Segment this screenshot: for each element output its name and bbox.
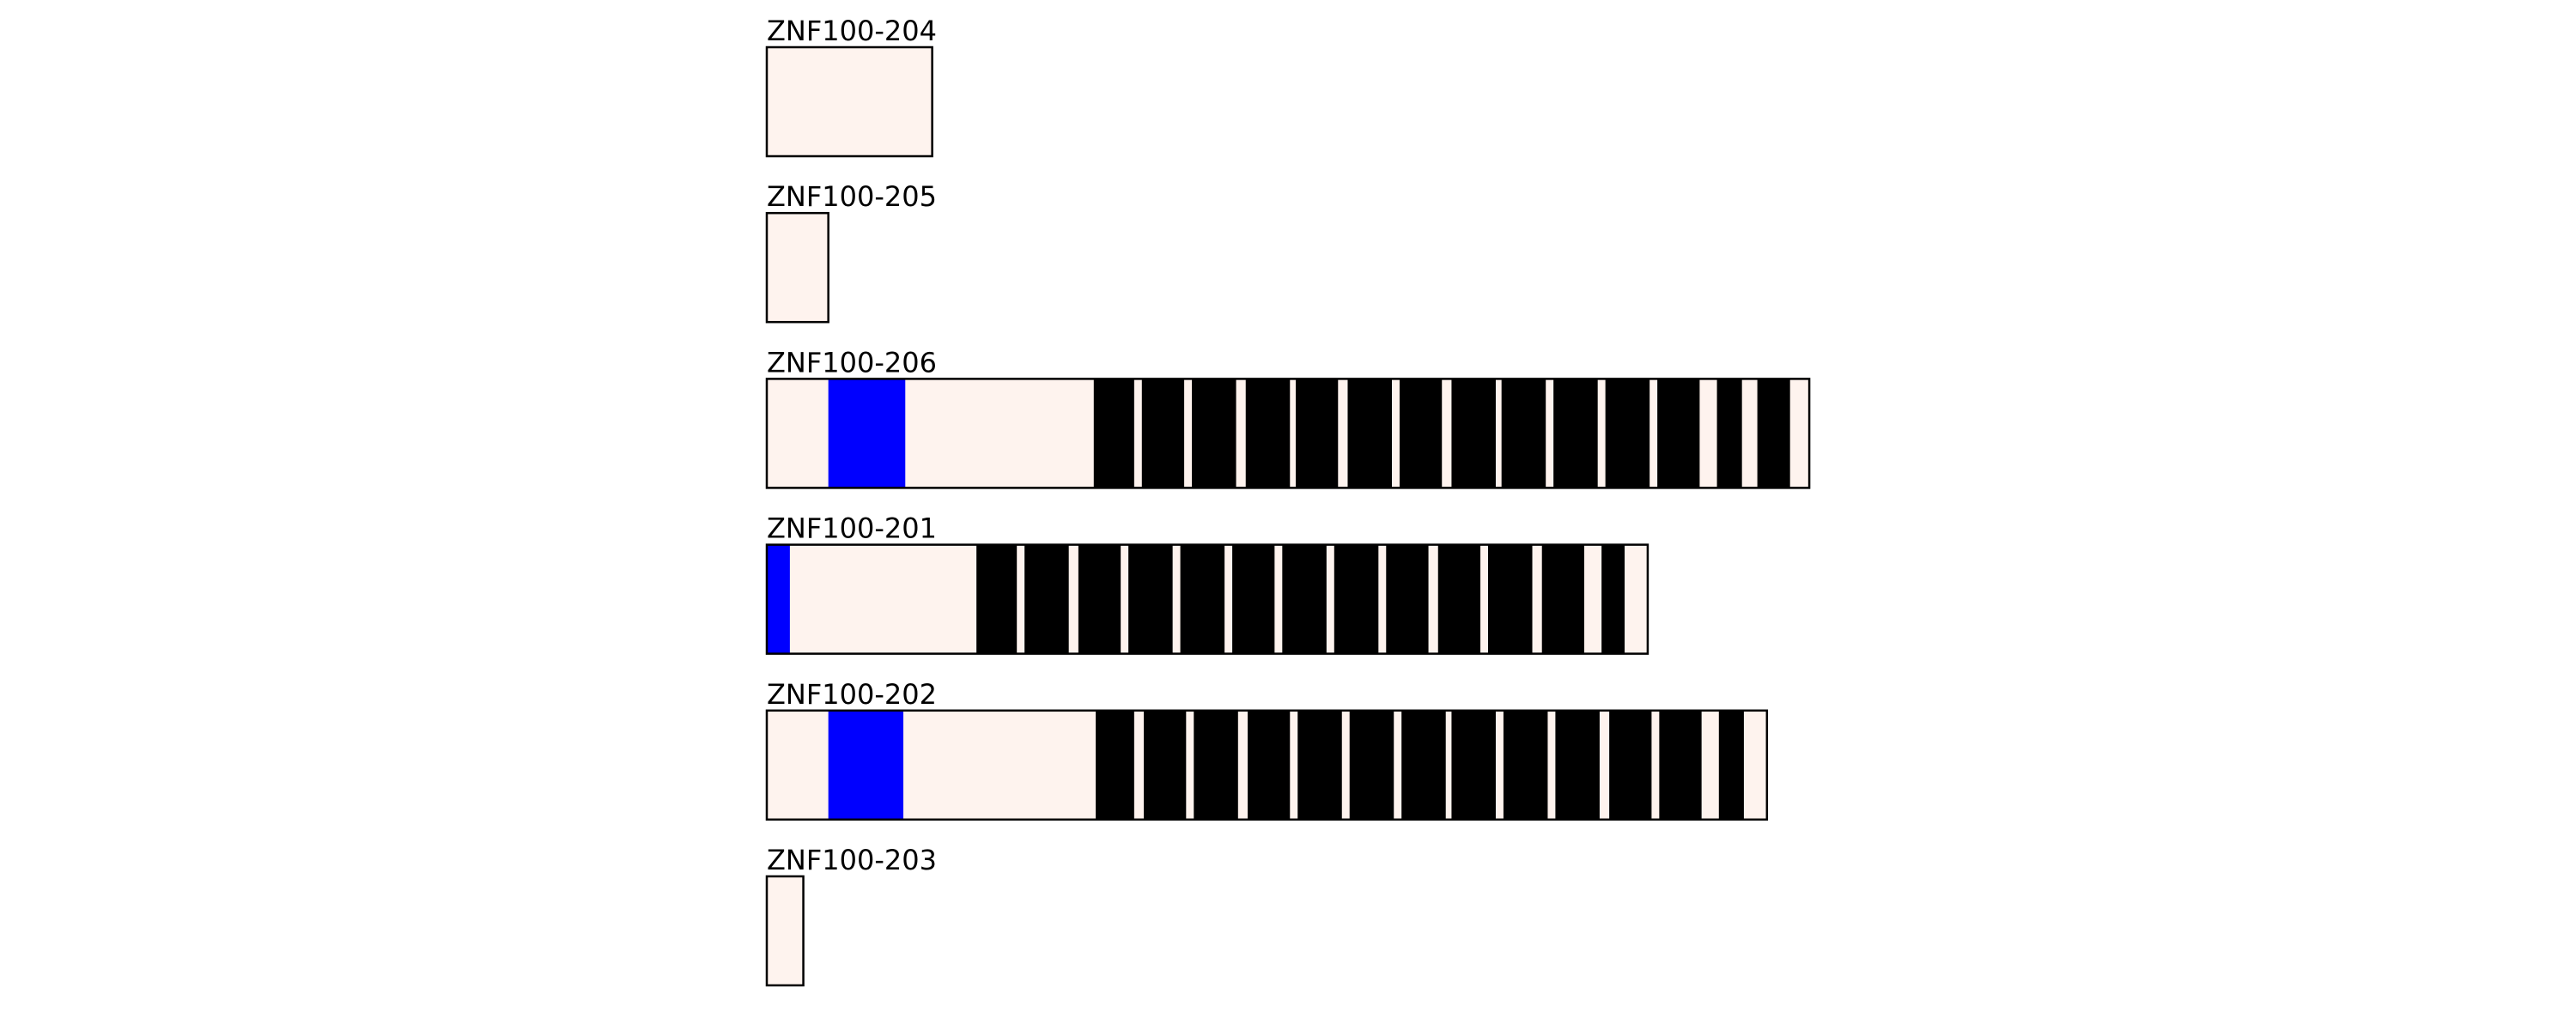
domain (1282, 544, 1327, 654)
domain (1601, 544, 1625, 654)
domain (1248, 710, 1291, 820)
domain (1605, 379, 1650, 488)
domain (828, 710, 904, 820)
track-label: ZNF100-206 (767, 346, 937, 379)
domain (1144, 710, 1187, 820)
domain (1180, 544, 1225, 654)
domain (1718, 710, 1744, 820)
domain (1194, 710, 1238, 820)
domain (1555, 710, 1600, 820)
domain (1451, 379, 1496, 488)
track-label: ZNF100-203 (767, 844, 937, 876)
domain (1609, 710, 1652, 820)
track-box (767, 213, 829, 323)
track-outline (765, 709, 1769, 821)
domain (1757, 379, 1790, 488)
domain (976, 544, 1018, 654)
track-label: ZNF100-204 (767, 15, 937, 47)
domain (1232, 544, 1275, 654)
track-outline (765, 543, 1649, 655)
domain (1659, 710, 1702, 820)
domain (1296, 379, 1339, 488)
domain (1451, 710, 1496, 820)
domain (1386, 544, 1429, 654)
track-outline (765, 378, 1811, 489)
domain (1657, 379, 1700, 488)
domain (1399, 379, 1443, 488)
track-outline (765, 211, 829, 324)
domain (1078, 544, 1121, 654)
domain (1349, 710, 1394, 820)
domain (1541, 544, 1584, 654)
domain (1297, 710, 1342, 820)
domain (1503, 710, 1548, 820)
track-box (767, 47, 933, 156)
track-box (767, 876, 804, 985)
track-label: ZNF100-205 (767, 180, 937, 213)
domain (1501, 379, 1546, 488)
domain (1096, 710, 1134, 820)
domain (1716, 379, 1742, 488)
domain (1128, 544, 1173, 654)
domain (767, 544, 790, 654)
domain (1553, 379, 1598, 488)
domain (828, 379, 906, 488)
domain (1347, 379, 1392, 488)
track-outline (765, 45, 933, 158)
domain (1192, 379, 1236, 488)
domain (1141, 379, 1185, 488)
domain (1488, 544, 1533, 654)
domain (1334, 544, 1379, 654)
domain (1024, 544, 1069, 654)
track-label: ZNF100-201 (767, 512, 937, 545)
domain (1401, 710, 1446, 820)
domain (1245, 379, 1291, 488)
domain (1437, 544, 1481, 654)
domain (1093, 379, 1134, 488)
track-outline (765, 875, 805, 987)
track-label: ZNF100-202 (767, 678, 937, 711)
